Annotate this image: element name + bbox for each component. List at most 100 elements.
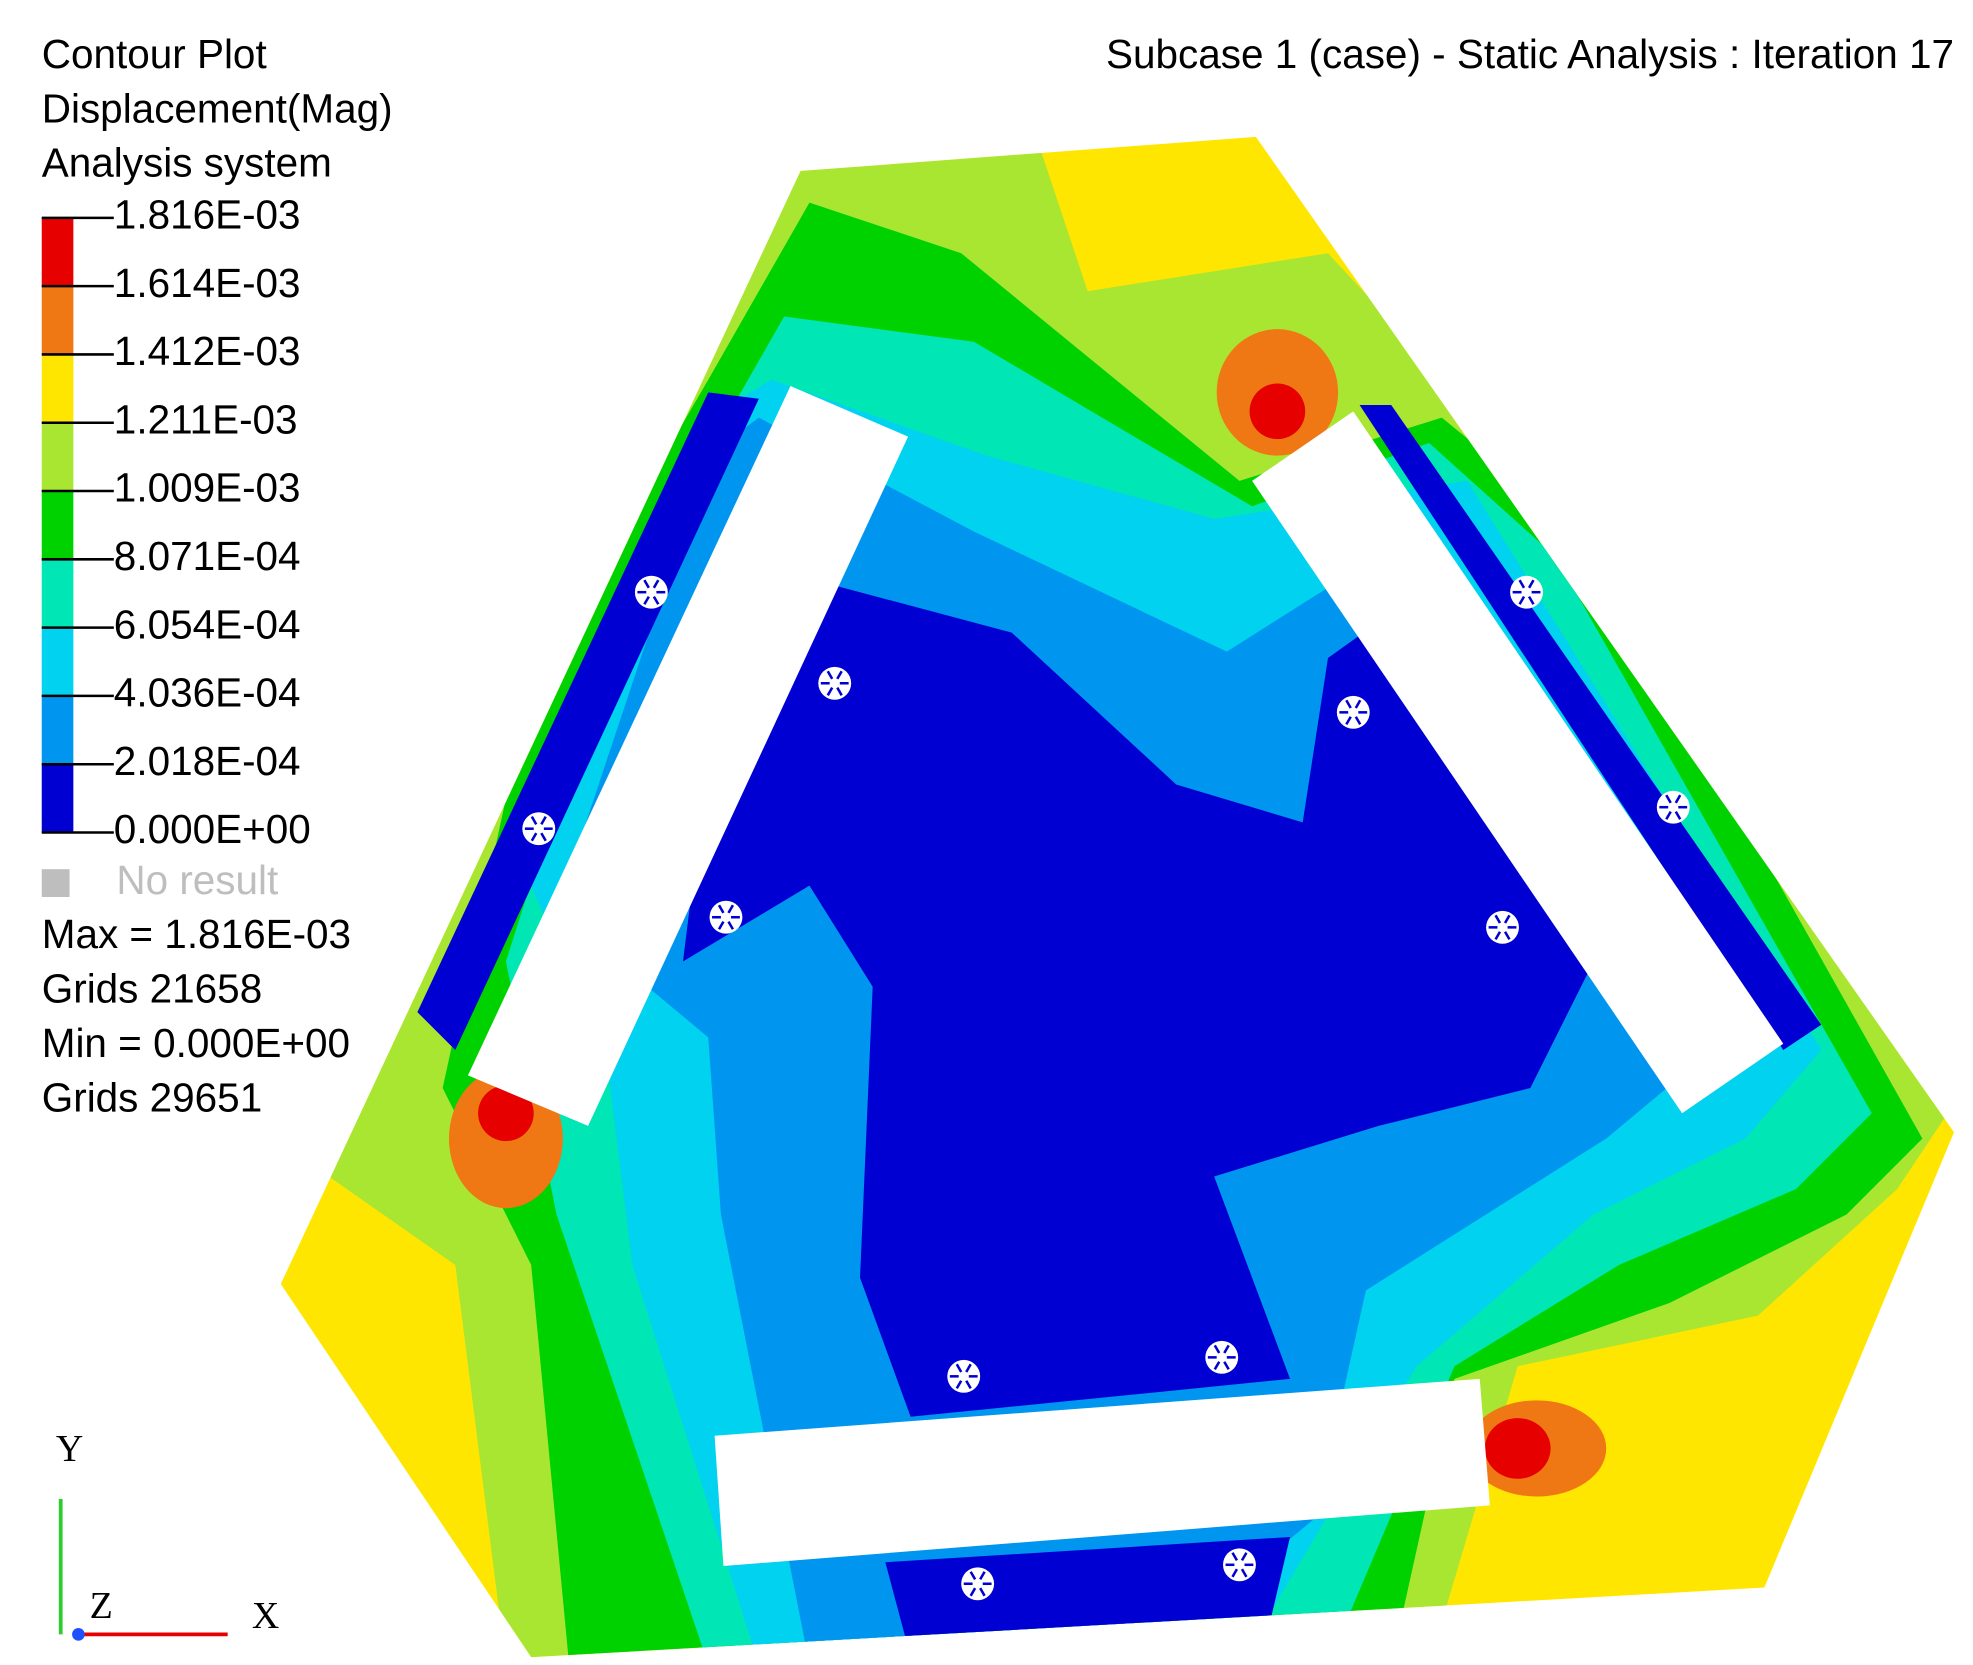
constraint-spoke — [1665, 794, 1672, 804]
legend-label: 1.009E-03 — [114, 465, 301, 511]
constraint-spoke — [1665, 810, 1672, 820]
legend-band — [41, 286, 74, 355]
constraint-spoke — [1518, 579, 1526, 589]
constraint-spoke — [1240, 1568, 1248, 1578]
slot — [467, 386, 909, 1126]
constraint-pin — [1223, 1548, 1256, 1582]
constraint-spoke — [955, 1363, 963, 1373]
constraint-spoke — [955, 1380, 963, 1390]
constraint-spoke — [1213, 1344, 1221, 1354]
constraint-spoke — [979, 1587, 986, 1597]
constraint-spoke — [652, 579, 660, 589]
constraint-spoke — [1494, 914, 1502, 924]
triad-label: Z — [90, 1585, 113, 1627]
contour-band — [1359, 405, 1822, 1051]
constraint-spoke — [1231, 1568, 1239, 1578]
constraint-spoke — [979, 1571, 986, 1581]
constraint-spoke — [643, 579, 650, 589]
constraint-spoke — [1494, 931, 1502, 941]
axis-triad: Y Z X — [56, 1428, 279, 1641]
legend-band — [41, 422, 74, 492]
constraint-spoke — [540, 816, 547, 825]
constraint-spoke — [1345, 716, 1352, 726]
constraint-pin — [818, 666, 852, 700]
constraint-spoke — [1527, 579, 1535, 589]
stat-line: Grids 21658 — [42, 966, 262, 1012]
triad-label: X — [252, 1595, 279, 1637]
legend-title: Contour Plot — [42, 31, 267, 77]
constraint-spoke — [530, 832, 538, 842]
constraint-spoke — [1213, 1361, 1221, 1371]
subcase-title: Subcase 1 (case) - Static Analysis : Ite… — [1106, 31, 1954, 77]
constraint-spoke — [1518, 595, 1526, 605]
constraint-pin — [1486, 910, 1519, 944]
constraint-spoke — [965, 1380, 972, 1390]
legend-label: 8.071E-04 — [114, 533, 301, 579]
legend-label: 1.816E-03 — [114, 192, 301, 238]
constraint-pin — [1510, 575, 1543, 609]
no-result-swatch — [41, 869, 70, 898]
constraint-spoke — [836, 687, 843, 696]
constraint-pin — [947, 1359, 981, 1393]
constraint-spoke — [1240, 1552, 1248, 1562]
constraint-spoke — [826, 687, 834, 696]
legend-label: 4.036E-04 — [114, 670, 301, 716]
constraint-spoke — [1354, 699, 1362, 709]
no-result-label: No result — [116, 857, 278, 903]
constraint-spoke — [965, 1363, 972, 1373]
legend-label: 1.614E-03 — [114, 260, 301, 306]
constraint-spoke — [717, 904, 725, 914]
stat-line: Min = 0.000E+00 — [42, 1020, 350, 1066]
constraint-spoke — [1231, 1552, 1239, 1562]
constraint-pin — [1205, 1340, 1239, 1374]
constraint-spoke — [1345, 699, 1352, 709]
constraint-pin — [522, 812, 556, 846]
legend-band — [41, 559, 74, 628]
stat-line: Grids 29651 — [42, 1074, 262, 1120]
constraint-pin — [961, 1567, 995, 1601]
slot — [1252, 411, 1784, 1114]
slots — [467, 386, 1784, 1567]
legend-title: Displacement(Mag) — [42, 85, 393, 131]
legend-band — [41, 764, 74, 833]
constraint-spoke — [1674, 810, 1682, 820]
triad-origin — [72, 1628, 85, 1641]
legend-band — [41, 695, 74, 765]
constraint-pin — [1336, 695, 1370, 729]
constraint-spoke — [1674, 794, 1682, 804]
constraint-spoke — [826, 670, 834, 680]
legend-label: 1.211E-03 — [114, 396, 298, 442]
constraint-spoke — [652, 595, 660, 605]
constraint-spoke — [1354, 716, 1362, 726]
contour-band — [1484, 1418, 1551, 1479]
constraint-spoke — [540, 832, 547, 842]
constraint-spoke — [1223, 1361, 1230, 1371]
contour-band — [417, 392, 759, 1051]
legend-band — [41, 627, 74, 696]
triad-label: Y — [56, 1428, 83, 1470]
legend-label: 1.412E-03 — [114, 328, 301, 374]
slot — [714, 1378, 1490, 1567]
constraint-spoke — [836, 670, 843, 680]
legend-label: 2.018E-04 — [114, 738, 301, 784]
constraint-pin — [709, 900, 743, 934]
contour-band — [682, 582, 1594, 1417]
constraint-pin — [1656, 790, 1690, 824]
constraint-spoke — [1223, 1344, 1230, 1354]
constraint-spoke — [1503, 931, 1511, 941]
legend: Contour Plot Displacement(Mag) Analysis sy… — [41, 31, 393, 1120]
constraint-spoke — [969, 1587, 977, 1597]
constraint-spoke — [643, 595, 650, 605]
legend-band — [41, 491, 74, 560]
legend-label: 6.054E-04 — [114, 601, 301, 647]
stat-line: Max = 1.816E-03 — [42, 911, 351, 957]
legend-band — [41, 217, 74, 287]
constraint-spoke — [1503, 914, 1511, 924]
contour-band — [478, 1085, 534, 1142]
constraint-pin — [634, 575, 668, 609]
constraint-spoke — [969, 1571, 977, 1581]
constraint-spoke — [717, 920, 725, 930]
constraint-spoke — [530, 816, 538, 825]
